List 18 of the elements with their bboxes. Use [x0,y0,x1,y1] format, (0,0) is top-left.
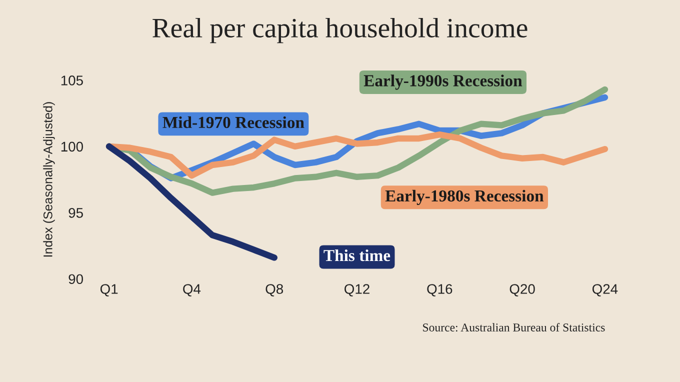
x-tick-label: Q24 [592,284,618,296]
source-note: Source: Australian Bureau of Statistics [423,323,605,332]
series-label: Early-1980s Recession [385,190,544,205]
x-tick-label: Q20 [510,284,535,296]
x-tick-label: Q1 [100,284,118,296]
y-axis-title: Index (Seasonally-Adjusted) [43,102,55,257]
chart-title: Real per capita household income [152,18,528,44]
x-tick-label: Q8 [266,284,284,296]
y-tick-label: 95 [68,208,83,218]
y-tick-label: 100 [61,142,83,152]
x-tick-label: Q12 [344,284,370,296]
series-label: Early-1990s Recession [364,74,522,90]
x-tick-label: Q4 [183,284,201,296]
y-tick-label: 105 [61,76,83,86]
y-tick-label: 90 [68,274,83,284]
x-tick-label: Q16 [427,284,452,296]
series-label: Mid-1970 Recession [162,116,304,128]
text: This time [324,249,390,262]
